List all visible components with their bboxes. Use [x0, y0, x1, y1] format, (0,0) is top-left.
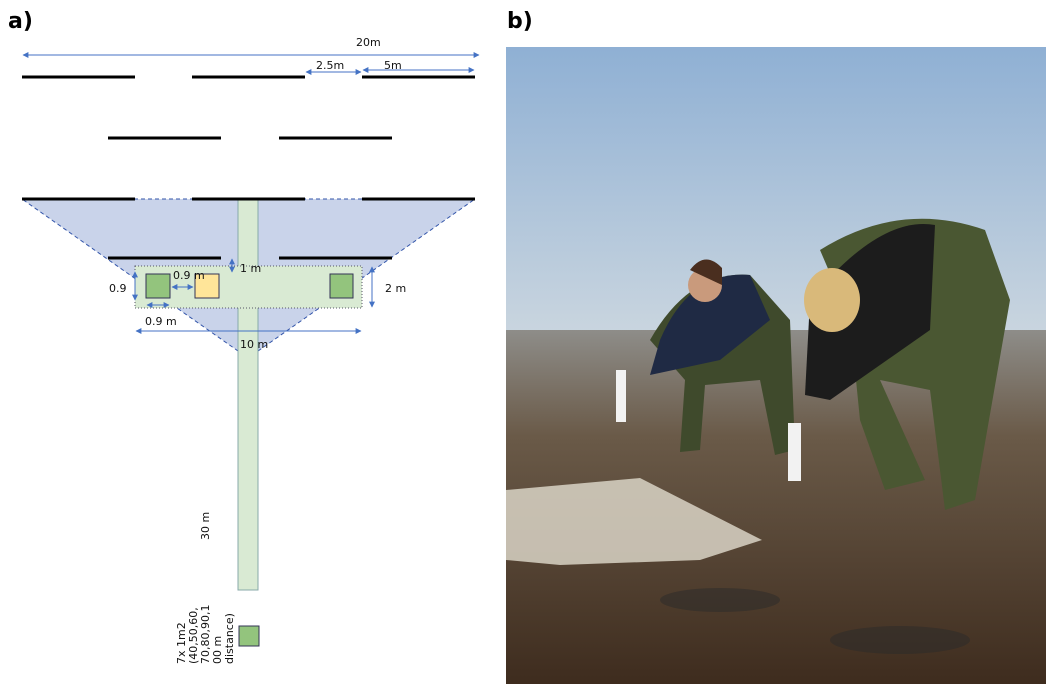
dimension-label: 2.5m	[316, 59, 344, 72]
arrows	[22, 52, 480, 334]
layout-diagram: 20m 2.5m 5m 1 m 0.9 m 0.9 2 m 0.9 m 10 m…	[20, 36, 480, 664]
note-line: (40,50,60,	[187, 607, 200, 664]
panel-label: b)	[507, 9, 533, 34]
note-line: distance)	[223, 613, 236, 664]
dimension-label: 20m	[356, 36, 381, 49]
dimension-label: 5m	[384, 59, 402, 72]
note-line: 70,80,90,1	[199, 605, 212, 664]
transect	[237, 199, 259, 591]
note-line: 00 m	[211, 636, 224, 664]
note-line: 7x 1m2	[175, 622, 188, 664]
square	[145, 273, 171, 299]
square	[238, 625, 260, 647]
dimension-label: 0.9	[109, 282, 127, 295]
dimension-label: 2 m	[385, 282, 406, 295]
panel-label: a)	[8, 9, 33, 34]
note: 7x 1m2 (40,50,60, 70,80,90,1 00 m distan…	[175, 601, 236, 664]
square	[194, 273, 220, 299]
dimension-label: 1 m	[240, 262, 261, 275]
mussel-lines	[22, 75, 475, 260]
dimension-label: 10 m	[240, 338, 268, 351]
square	[329, 273, 354, 299]
photo	[506, 47, 1046, 684]
dimension-label: 30 m	[199, 512, 212, 540]
dimension-label: 0.9 m	[145, 315, 177, 328]
dimension-label: 0.9 m	[173, 269, 205, 282]
